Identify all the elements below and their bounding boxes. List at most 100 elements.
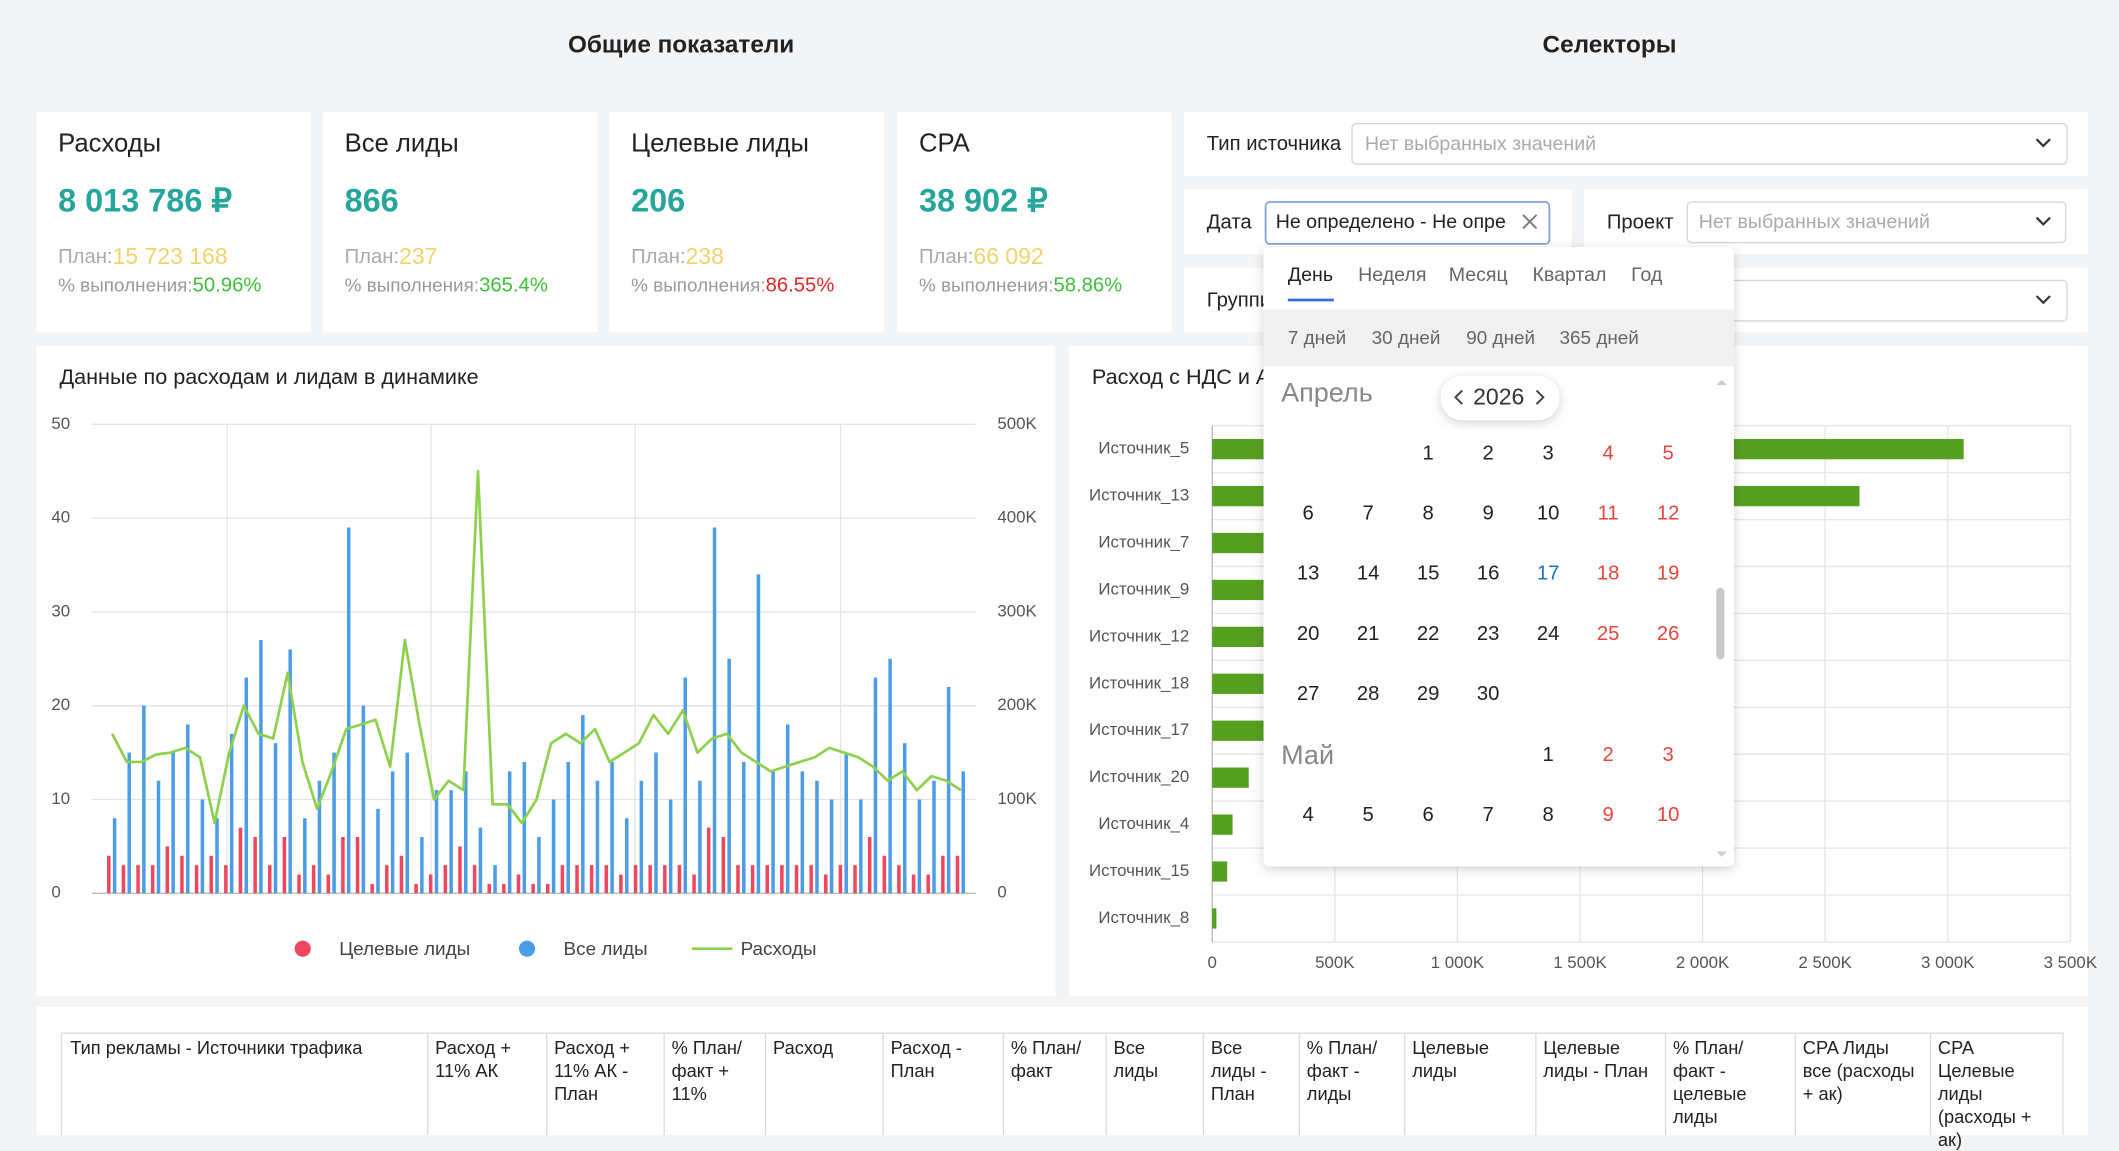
scroll-thumb[interactable] bbox=[1716, 587, 1725, 660]
scroll-up[interactable] bbox=[1716, 379, 1728, 386]
bar bbox=[888, 658, 892, 894]
next-year[interactable] bbox=[1535, 389, 1545, 405]
month-name: Май bbox=[1281, 740, 1334, 770]
day[interactable]: 12 bbox=[1657, 503, 1680, 525]
day[interactable]: 6 bbox=[1423, 804, 1434, 826]
pct-value: 58.86% bbox=[1053, 275, 1122, 297]
day[interactable]: 18 bbox=[1597, 563, 1620, 585]
day[interactable]: 14 bbox=[1357, 563, 1380, 585]
column-header[interactable]: Расход bbox=[773, 1037, 834, 1059]
day[interactable]: 7 bbox=[1363, 503, 1374, 525]
column-header[interactable]: Расход + 11% АК - План bbox=[554, 1037, 630, 1105]
pct-value: 86.55% bbox=[766, 275, 835, 297]
day[interactable]: 3 bbox=[1663, 744, 1674, 766]
day[interactable]: 4 bbox=[1303, 804, 1314, 826]
day[interactable]: 20 bbox=[1297, 623, 1320, 645]
day[interactable]: 8 bbox=[1543, 804, 1554, 826]
kpi-pct: % выполнения:50.96% bbox=[58, 275, 261, 297]
day[interactable]: 3 bbox=[1543, 442, 1554, 464]
date-field[interactable] bbox=[1264, 201, 1551, 245]
selector-label: Дата bbox=[1207, 211, 1253, 233]
column-header[interactable]: Все лиды bbox=[1113, 1037, 1159, 1082]
day[interactable]: 15 bbox=[1417, 563, 1440, 585]
x-tick-label: 1 000K bbox=[1431, 953, 1485, 972]
day[interactable]: 29 bbox=[1417, 683, 1440, 705]
column-header[interactable]: % План/ факт bbox=[1010, 1037, 1082, 1082]
legend-label[interactable]: Все лиды bbox=[564, 939, 648, 960]
day[interactable]: 8 bbox=[1423, 503, 1434, 525]
day[interactable]: 5 bbox=[1663, 442, 1674, 464]
day[interactable]: 24 bbox=[1537, 623, 1560, 645]
day[interactable]: 9 bbox=[1483, 503, 1494, 525]
column-header[interactable]: Тип рекламы - Источники трафика bbox=[70, 1037, 363, 1059]
bar bbox=[224, 865, 228, 894]
column-header[interactable]: % План/ факт + 11% bbox=[671, 1037, 743, 1105]
column-header[interactable]: Целевые лиды bbox=[1412, 1037, 1490, 1082]
day[interactable]: 28 bbox=[1357, 683, 1380, 705]
kpi-value: 866 bbox=[345, 182, 399, 218]
column-header[interactable]: % План/ факт - целевые лиды bbox=[1673, 1037, 1747, 1128]
bar bbox=[355, 837, 360, 894]
bar bbox=[654, 752, 658, 894]
preset[interactable]: 7 дней bbox=[1288, 328, 1346, 349]
column-header[interactable]: Целевые лиды - План bbox=[1543, 1037, 1649, 1082]
column-header[interactable]: Расход - План bbox=[890, 1037, 962, 1082]
column-header[interactable]: CPA Лиды все (расходы + ак) bbox=[1802, 1037, 1915, 1105]
legend-label[interactable]: Расходы bbox=[741, 939, 817, 960]
day[interactable]: 26 bbox=[1657, 623, 1680, 645]
preset[interactable]: 30 дней bbox=[1372, 328, 1441, 349]
scroll-down[interactable] bbox=[1716, 851, 1728, 857]
pct-label: % выполнения: bbox=[631, 275, 766, 296]
day[interactable]: 1 bbox=[1423, 442, 1434, 464]
bar bbox=[750, 865, 755, 894]
legend-label[interactable]: Целевые лиды bbox=[339, 939, 470, 960]
day[interactable]: 6 bbox=[1303, 503, 1314, 525]
day[interactable]: 30 bbox=[1477, 683, 1500, 705]
tab[interactable]: День bbox=[1288, 264, 1333, 286]
y2-tick-label: 100K bbox=[997, 789, 1037, 808]
column-header[interactable]: Все лиды - План bbox=[1210, 1037, 1267, 1105]
column-header[interactable]: Расход + 11% АК bbox=[435, 1037, 512, 1082]
plan-label: План: bbox=[631, 246, 685, 268]
bar bbox=[458, 846, 462, 894]
day[interactable]: 13 bbox=[1297, 563, 1320, 585]
tab[interactable]: Квартал bbox=[1532, 264, 1606, 286]
tab[interactable]: Месяц bbox=[1449, 264, 1508, 286]
day[interactable]: 2 bbox=[1603, 744, 1614, 766]
bar bbox=[844, 752, 848, 894]
year[interactable]: 2026 bbox=[1473, 384, 1524, 410]
day[interactable]: 5 bbox=[1363, 804, 1374, 826]
preset[interactable]: 90 дней bbox=[1466, 328, 1535, 349]
day[interactable]: 27 bbox=[1297, 683, 1320, 705]
chevron bbox=[2035, 216, 2051, 226]
column-header[interactable]: % План/ факт - лиды bbox=[1306, 1037, 1378, 1105]
select-field[interactable] bbox=[1686, 201, 2067, 244]
day[interactable]: 9 bbox=[1603, 804, 1614, 826]
day[interactable]: 22 bbox=[1417, 623, 1440, 645]
day[interactable]: 17 bbox=[1537, 563, 1560, 585]
day[interactable]: 19 bbox=[1657, 563, 1680, 585]
day[interactable]: 4 bbox=[1603, 442, 1614, 464]
year-pill[interactable] bbox=[1440, 375, 1560, 421]
y2-tick-label: 0 bbox=[997, 883, 1006, 902]
day[interactable]: 7 bbox=[1483, 804, 1494, 826]
day[interactable]: 2 bbox=[1483, 442, 1494, 464]
select-field[interactable] bbox=[1351, 122, 2068, 165]
day[interactable]: 23 bbox=[1477, 623, 1500, 645]
prev-year[interactable] bbox=[1454, 389, 1463, 405]
preset[interactable]: 365 дней bbox=[1560, 328, 1639, 349]
day[interactable]: 10 bbox=[1537, 503, 1560, 525]
day[interactable]: 25 bbox=[1597, 623, 1620, 645]
day[interactable]: 11 bbox=[1598, 503, 1619, 525]
day[interactable]: 16 bbox=[1477, 563, 1500, 585]
column-header[interactable]: CPA Целевые лиды (расходы + ак) bbox=[1937, 1037, 2032, 1151]
day[interactable]: 10 bbox=[1657, 804, 1680, 826]
tab[interactable]: Год bbox=[1631, 264, 1663, 286]
clear-icon[interactable] bbox=[1522, 214, 1538, 230]
bar bbox=[897, 865, 901, 894]
bar bbox=[1212, 814, 1233, 835]
bar bbox=[692, 874, 696, 894]
day[interactable]: 21 bbox=[1357, 623, 1380, 645]
day[interactable]: 1 bbox=[1543, 744, 1554, 766]
tab[interactable]: Неделя bbox=[1358, 264, 1426, 286]
